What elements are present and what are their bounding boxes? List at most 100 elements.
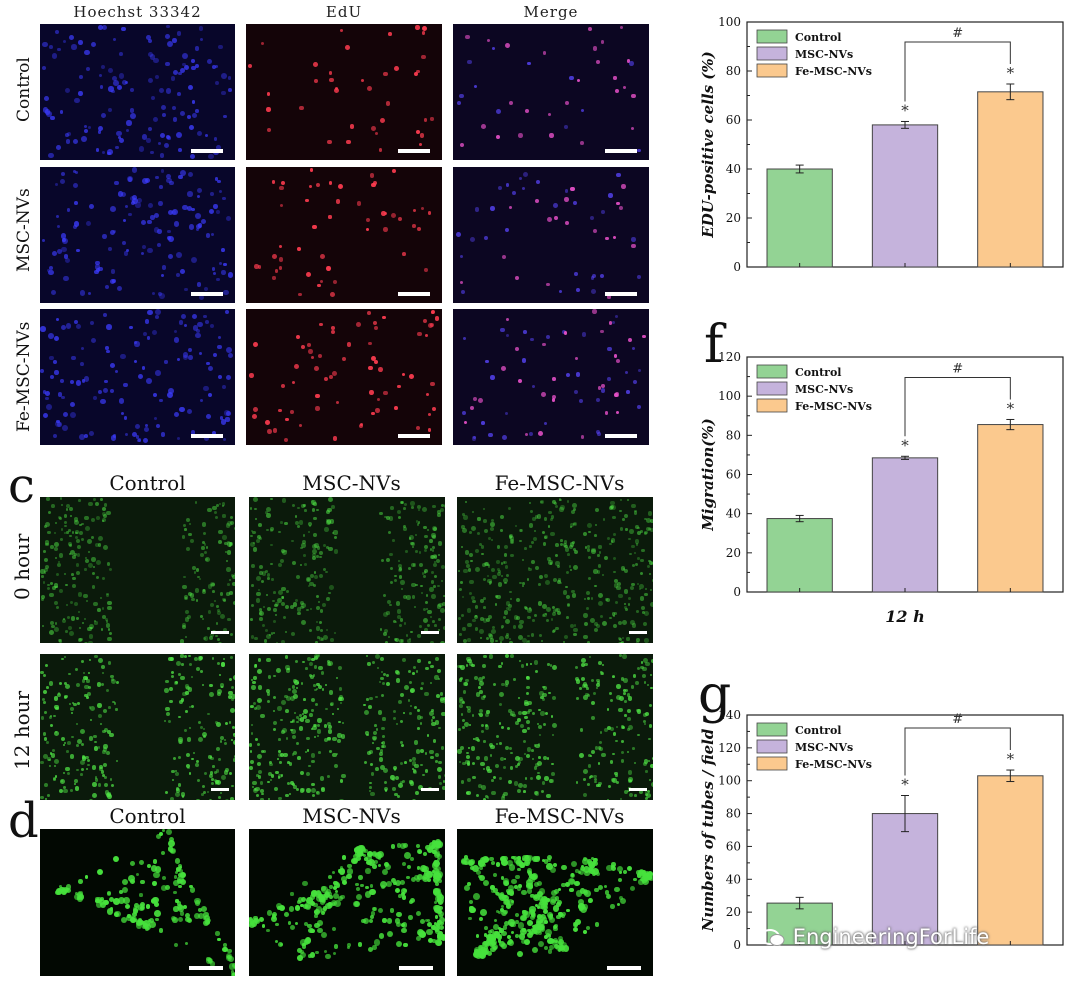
cell-dot xyxy=(250,534,253,538)
cell-dot xyxy=(83,124,88,129)
cell-dot xyxy=(357,942,363,947)
cell-dot xyxy=(623,514,628,519)
cell-dot xyxy=(46,404,52,410)
cell-dot xyxy=(492,574,497,580)
cell-dot xyxy=(408,537,412,541)
cell-dot xyxy=(230,520,235,525)
cell-dot xyxy=(286,782,291,786)
cell-dot xyxy=(62,617,65,621)
cell-dot xyxy=(312,501,317,506)
cell-dot xyxy=(145,378,152,384)
cell-dot xyxy=(628,537,631,541)
cell-dot xyxy=(106,349,110,353)
cell-dot xyxy=(228,353,234,359)
cell-dot xyxy=(48,269,54,276)
cell-dot xyxy=(436,857,440,861)
cell-dot xyxy=(306,657,312,662)
cell-dot xyxy=(565,594,571,600)
cell-dot xyxy=(619,797,623,800)
cell-dot xyxy=(369,785,373,789)
cell-dot xyxy=(431,839,436,844)
scratch-0h-control xyxy=(40,497,235,643)
cell-dot xyxy=(130,878,136,884)
cell-dot xyxy=(610,699,614,703)
scale-bar xyxy=(398,149,430,153)
y-tick-label: 100 xyxy=(718,15,741,29)
cell-dot xyxy=(550,617,554,621)
cell-dot xyxy=(527,928,531,933)
cell-dot xyxy=(294,904,301,911)
cell-dot xyxy=(550,531,555,537)
cell-dot xyxy=(570,872,576,878)
cell-dot xyxy=(249,917,252,922)
cell-dot xyxy=(126,176,133,183)
cell-dot xyxy=(49,629,54,635)
cell-dot xyxy=(215,721,221,727)
cell-dot xyxy=(210,192,215,197)
cell-dot xyxy=(477,944,483,950)
cell-dot xyxy=(341,721,344,724)
cell-dot xyxy=(420,749,425,753)
cell-dot xyxy=(53,541,59,547)
cell-dot xyxy=(552,394,557,399)
cell-dot xyxy=(150,865,157,872)
cell-dot xyxy=(139,905,145,911)
cell-dot xyxy=(69,553,72,556)
cell-dot xyxy=(417,508,420,511)
cell-dot xyxy=(65,508,69,511)
cell-dot xyxy=(197,188,203,194)
cell-dot xyxy=(404,622,407,625)
cell-dot xyxy=(256,534,261,539)
cell-dot xyxy=(464,550,470,555)
cell-dot xyxy=(226,215,232,221)
cell-dot xyxy=(99,73,103,77)
cell-dot xyxy=(517,718,521,722)
cell-dot xyxy=(519,529,523,533)
cell-dot xyxy=(536,880,542,886)
cell-dot xyxy=(422,506,428,512)
cell-dot xyxy=(561,941,568,948)
cell-dot xyxy=(185,547,190,552)
cell-dot xyxy=(481,562,486,567)
cell-dot xyxy=(76,248,80,253)
cell-dot xyxy=(309,629,313,633)
cell-dot xyxy=(142,178,148,185)
c-col-fe: Fe-MSC-NVs xyxy=(494,471,625,495)
cell-dot xyxy=(173,906,179,912)
cell-dot xyxy=(480,908,487,916)
cell-dot xyxy=(224,309,229,314)
cell-dot xyxy=(300,601,305,606)
y-tick-label: 80 xyxy=(726,428,741,442)
cell-dot xyxy=(358,424,363,429)
cell-dot xyxy=(604,411,609,416)
cell-dot xyxy=(208,799,213,800)
cell-dot xyxy=(499,940,506,947)
cell-dot xyxy=(51,53,58,59)
cell-dot xyxy=(222,535,227,540)
cell-dot xyxy=(403,527,407,531)
cell-dot xyxy=(257,769,262,775)
cell-dot xyxy=(292,689,297,695)
cell-dot xyxy=(414,875,420,881)
cell-dot xyxy=(575,890,583,897)
cell-dot xyxy=(434,753,439,758)
cell-dot xyxy=(579,869,585,875)
cell-dot xyxy=(54,557,57,560)
cell-dot xyxy=(84,49,90,55)
cell-dot xyxy=(122,897,130,904)
cell-dot xyxy=(418,551,422,554)
cell-dot xyxy=(60,778,66,784)
cell-dot xyxy=(409,781,414,786)
cell-dot xyxy=(320,279,324,283)
cell-dot xyxy=(334,86,339,90)
cell-dot xyxy=(102,576,106,580)
cell-dot xyxy=(202,531,206,536)
cell-dot xyxy=(299,714,303,718)
cell-dot xyxy=(500,529,503,533)
cell-dot xyxy=(499,514,504,520)
cell-dot xyxy=(149,150,154,155)
cell-dot xyxy=(398,638,403,643)
cell-dot xyxy=(533,744,537,747)
cell-dot xyxy=(431,526,437,531)
cell-dot xyxy=(75,570,81,576)
